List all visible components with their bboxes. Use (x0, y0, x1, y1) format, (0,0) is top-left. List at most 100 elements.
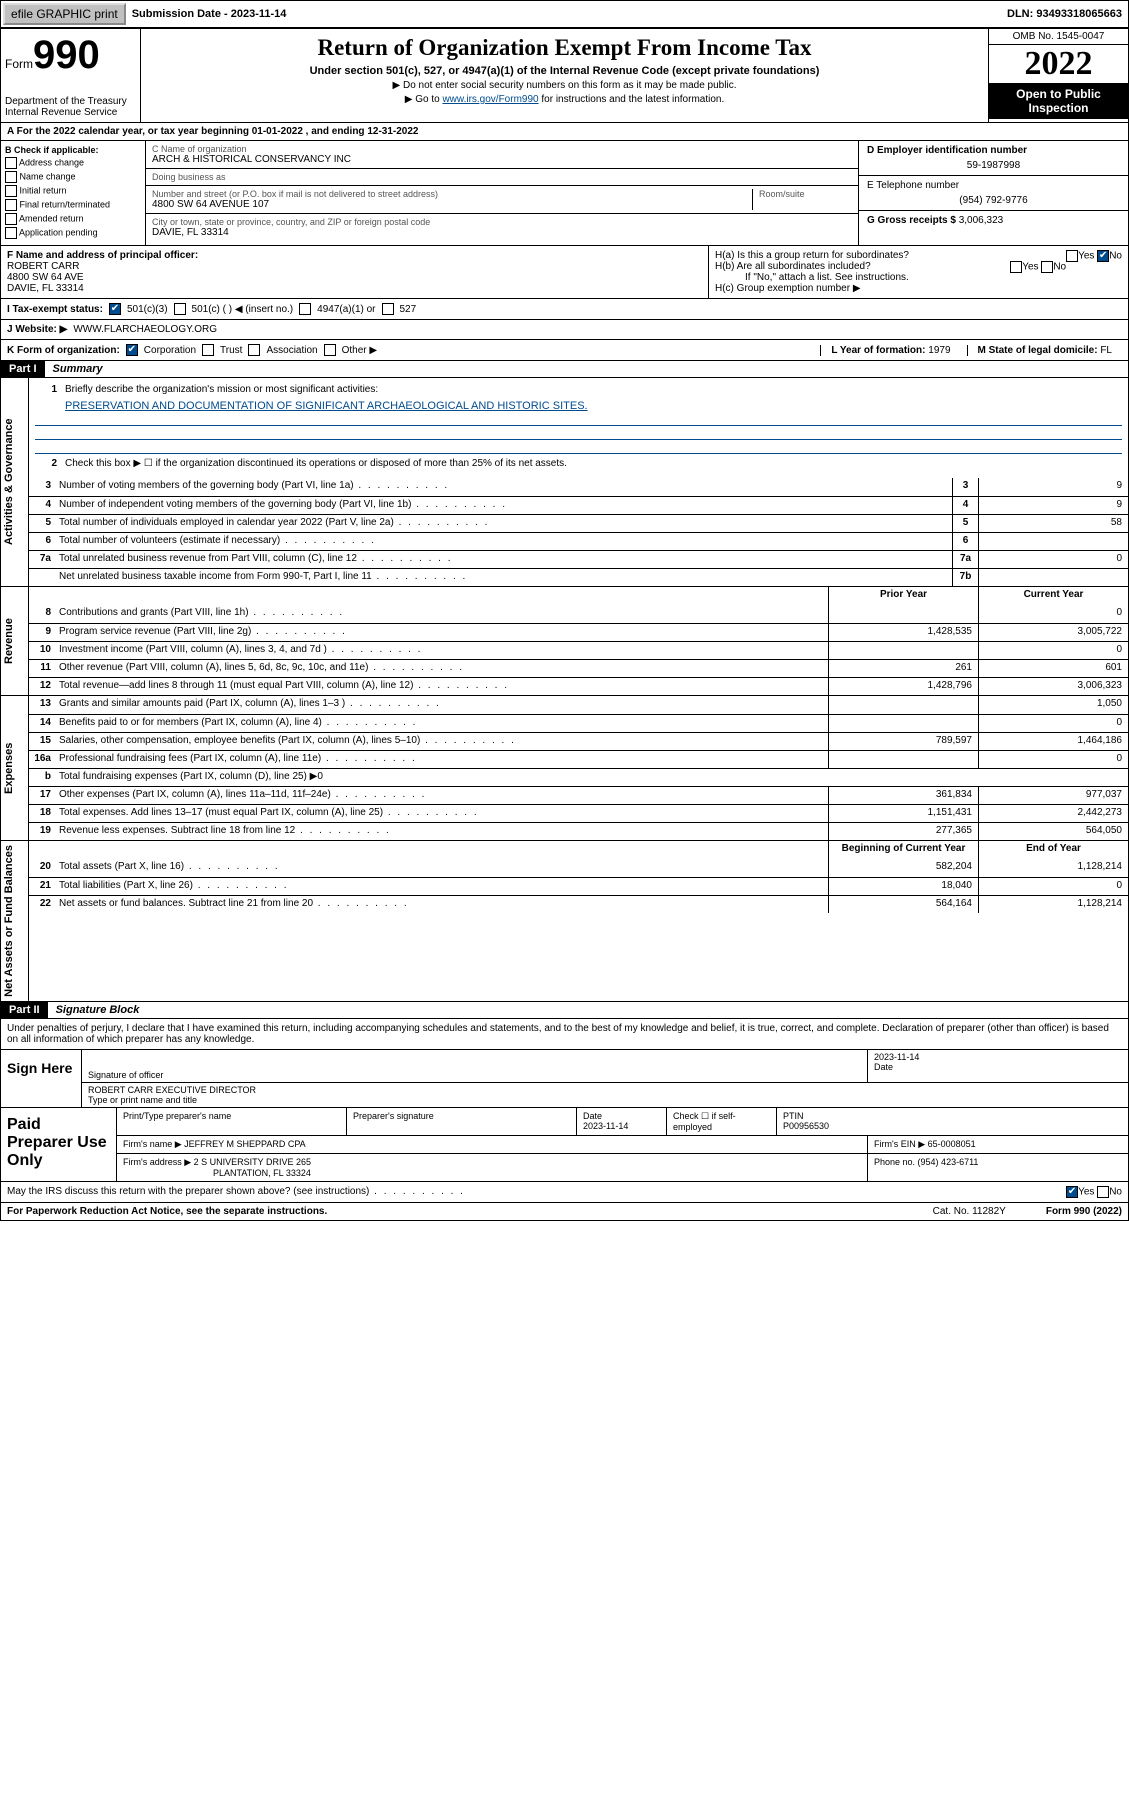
paid-preparer-block: Paid Preparer Use Only Print/Type prepar… (0, 1108, 1129, 1182)
netassets-section: Net Assets or Fund Balances Beginning of… (0, 841, 1129, 1002)
discuss-row: May the IRS discuss this return with the… (0, 1182, 1129, 1203)
summary-row: 14Benefits paid to or for members (Part … (29, 714, 1128, 732)
principal-officer: F Name and address of principal officer:… (1, 246, 708, 298)
col-b-title: B Check if applicable: (5, 145, 141, 155)
summary-row: Net unrelated business taxable income fr… (29, 568, 1128, 586)
header-right: OMB No. 1545-0047 2022 Open to Public In… (988, 29, 1128, 122)
summary-row: 9Program service revenue (Part VIII, lin… (29, 623, 1128, 641)
signature-block: Under penalties of perjury, I declare th… (0, 1019, 1129, 1108)
summary-row: 13Grants and similar amounts paid (Part … (29, 696, 1128, 714)
chk-trust[interactable] (202, 344, 214, 356)
omb-number: OMB No. 1545-0047 (989, 29, 1128, 45)
summary-row: 3Number of voting members of the governi… (29, 478, 1128, 496)
chk-501c[interactable] (174, 303, 186, 315)
form-word: Form (5, 57, 33, 71)
gross-receipts-value: 3,006,323 (959, 215, 1004, 226)
col-c: C Name of organization ARCH & HISTORICAL… (146, 141, 858, 245)
row-a-period: A For the 2022 calendar year, or tax yea… (0, 123, 1129, 141)
gross-receipts-label: G Gross receipts $ (867, 215, 959, 226)
form-subtitle: Under section 501(c), 527, or 4947(a)(1)… (153, 65, 976, 77)
expenses-section: Expenses 13Grants and similar amounts pa… (0, 696, 1129, 841)
discuss-yes[interactable]: ✔ (1066, 1186, 1078, 1198)
vtab-netassets: Net Assets or Fund Balances (1, 841, 29, 1001)
chk-4947[interactable] (299, 303, 311, 315)
org-name: ARCH & HISTORICAL CONSERVANCY INC (152, 154, 852, 165)
chk-final-return[interactable]: Final return/terminated (5, 199, 141, 211)
summary-row: 5Total number of individuals employed in… (29, 514, 1128, 532)
paperwork-notice: For Paperwork Reduction Act Notice, see … (7, 1206, 327, 1217)
form-number: 990 (33, 33, 100, 77)
website-value: WWW.FLARCHAEOLOGY.ORG (73, 324, 217, 335)
footer: For Paperwork Reduction Act Notice, see … (0, 1203, 1129, 1221)
chk-other[interactable] (324, 344, 336, 356)
col-de: D Employer identification number 59-1987… (858, 141, 1128, 245)
efile-print-button[interactable]: efile GRAPHIC print (3, 3, 126, 25)
subdate-label: Submission Date - 2023-11-14 (128, 8, 291, 20)
ein-label: D Employer identification number (867, 145, 1120, 156)
mission-text: PRESERVATION AND DOCUMENTATION OF SIGNIF… (35, 400, 1122, 412)
summary-row: 12Total revenue—add lines 8 through 11 (… (29, 677, 1128, 695)
section-bcdeg: B Check if applicable: Address change Na… (0, 141, 1129, 246)
addr-value: 4800 SW 64 AVENUE 107 (152, 199, 752, 210)
summary-row: 19Revenue less expenses. Subtract line 1… (29, 822, 1128, 840)
irs-gov-link[interactable]: www.irs.gov/Form990 (442, 94, 538, 105)
form-header: Form990 Department of the Treasury Inter… (0, 28, 1129, 123)
chk-527[interactable] (382, 303, 394, 315)
col-b-checkboxes: B Check if applicable: Address change Na… (1, 141, 146, 245)
ein-value: 59-1987998 (867, 160, 1120, 171)
chk-amended-return[interactable]: Amended return (5, 213, 141, 225)
paid-preparer-label: Paid Preparer Use Only (1, 1108, 116, 1181)
form-note-1: ▶ Do not enter social security numbers o… (153, 80, 976, 91)
room-label: Room/suite (752, 189, 852, 210)
dept-label: Department of the Treasury (5, 96, 136, 107)
summary-row: 17Other expenses (Part IX, column (A), l… (29, 786, 1128, 804)
tax-year: 2022 (989, 45, 1128, 83)
summary-row: 10Investment income (Part VIII, column (… (29, 641, 1128, 659)
summary-table: Activities & Governance 1Briefly describ… (0, 378, 1129, 587)
org-name-label: C Name of organization (152, 144, 852, 154)
form-note-2: ▶ Go to www.irs.gov/Form990 for instruct… (153, 94, 976, 105)
summary-row: 8Contributions and grants (Part VIII, li… (29, 605, 1128, 623)
phone-label: E Telephone number (867, 180, 1120, 191)
header-left: Form990 Department of the Treasury Inter… (1, 29, 141, 122)
summary-row: 11Other revenue (Part VIII, column (A), … (29, 659, 1128, 677)
city-value: DAVIE, FL 33314 (152, 227, 852, 238)
chk-initial-return[interactable]: Initial return (5, 185, 141, 197)
summary-row: 6Total number of volunteers (estimate if… (29, 532, 1128, 550)
city-label: City or town, state or province, country… (152, 217, 852, 227)
chk-app-pending[interactable]: Application pending (5, 227, 141, 239)
chk-assoc[interactable] (248, 344, 260, 356)
officer-name: ROBERT CARR EXECUTIVE DIRECTOR (88, 1085, 1122, 1095)
form-title: Return of Organization Exempt From Incom… (153, 35, 976, 61)
part-ii-header: Part IISignature Block (0, 1002, 1129, 1019)
chk-name-change[interactable]: Name change (5, 171, 141, 183)
discuss-no[interactable] (1097, 1186, 1109, 1198)
vtab-revenue: Revenue (1, 587, 29, 695)
sign-here-label: Sign Here (1, 1050, 81, 1107)
row-fh: F Name and address of principal officer:… (0, 246, 1129, 299)
summary-row: bTotal fundraising expenses (Part IX, co… (29, 768, 1128, 786)
chk-address-change[interactable]: Address change (5, 157, 141, 169)
form-ref: Form 990 (2022) (1046, 1206, 1122, 1217)
chk-501c3[interactable]: ✔ (109, 303, 121, 315)
part-i-header: Part ISummary (0, 361, 1129, 378)
h-block: H(a) Is this a group return for subordin… (708, 246, 1128, 298)
vtab-governance: Activities & Governance (1, 378, 29, 586)
penalty-statement: Under penalties of perjury, I declare th… (1, 1019, 1128, 1049)
summary-row: 7aTotal unrelated business revenue from … (29, 550, 1128, 568)
revenue-section: Revenue Prior YearCurrent Year 8Contribu… (0, 587, 1129, 696)
summary-row: 22Net assets or fund balances. Subtract … (29, 895, 1128, 913)
summary-row: 4Number of independent voting members of… (29, 496, 1128, 514)
dln-label: DLN: 93493318065663 (1001, 8, 1128, 20)
irs-label: Internal Revenue Service (5, 107, 136, 118)
dba-label: Doing business as (152, 172, 852, 182)
summary-row: 21Total liabilities (Part X, line 26)18,… (29, 877, 1128, 895)
topbar: efile GRAPHIC print Submission Date - 20… (0, 0, 1129, 28)
chk-corp[interactable]: ✔ (126, 344, 138, 356)
cat-no: Cat. No. 11282Y (933, 1206, 1006, 1217)
summary-row: 15Salaries, other compensation, employee… (29, 732, 1128, 750)
addr-label: Number and street (or P.O. box if mail i… (152, 189, 752, 199)
summary-row: 20Total assets (Part X, line 16)582,2041… (29, 859, 1128, 877)
row-j: J Website: ▶ WWW.FLARCHAEOLOGY.ORG (0, 320, 1129, 340)
summary-row: 18Total expenses. Add lines 13–17 (must … (29, 804, 1128, 822)
